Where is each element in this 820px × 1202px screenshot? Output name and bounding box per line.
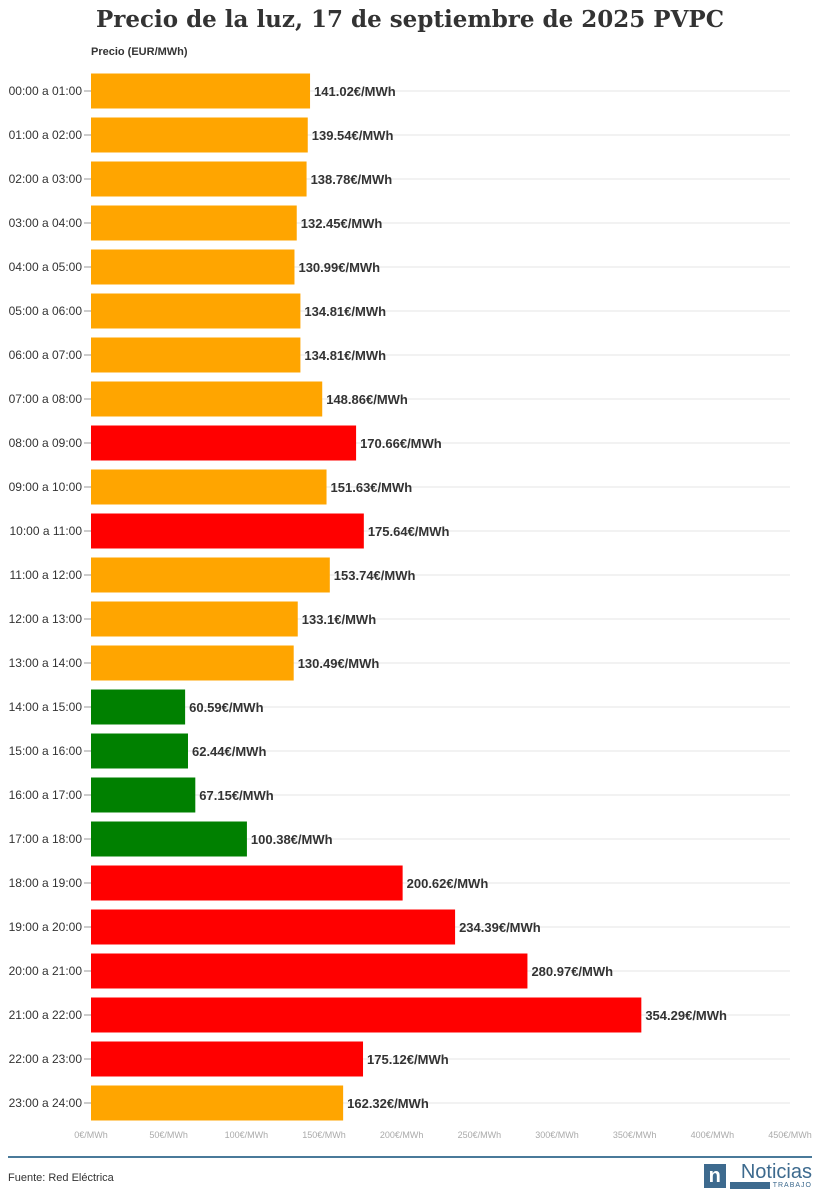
bar bbox=[91, 645, 294, 681]
y-tick-label: 11:00 a 12:00 bbox=[9, 568, 82, 582]
bar bbox=[91, 381, 323, 417]
data-label: 280.97€/MWh bbox=[531, 964, 613, 979]
bar bbox=[91, 601, 298, 637]
y-tick-label: 17:00 a 18:00 bbox=[9, 832, 83, 846]
x-tick-label: 100€/MWh bbox=[225, 1130, 269, 1140]
y-tick-label: 05:00 a 06:00 bbox=[9, 304, 83, 318]
bar bbox=[91, 425, 357, 461]
y-tick-label: 09:00 a 10:00 bbox=[9, 480, 83, 494]
bar bbox=[91, 73, 311, 109]
y-tick-label: 08:00 a 09:00 bbox=[9, 436, 83, 450]
y-tick-label: 00:00 a 01:00 bbox=[9, 84, 83, 98]
x-tick-label: 0€/MWh bbox=[74, 1130, 108, 1140]
data-label: 67.15€/MWh bbox=[199, 788, 273, 803]
bar bbox=[91, 821, 247, 857]
bar bbox=[91, 469, 327, 505]
y-tick-label: 20:00 a 21:00 bbox=[9, 964, 83, 978]
y-tick-label: 23:00 a 24:00 bbox=[9, 1096, 83, 1110]
bar bbox=[91, 997, 642, 1033]
x-tick-label: 50€/MWh bbox=[149, 1130, 188, 1140]
y-tick-label: 18:00 a 19:00 bbox=[9, 876, 83, 890]
data-label: 134.81€/MWh bbox=[304, 304, 386, 319]
x-tick-label: 400€/MWh bbox=[691, 1130, 735, 1140]
data-label: 133.1€/MWh bbox=[302, 612, 376, 627]
data-label: 130.49€/MWh bbox=[298, 656, 380, 671]
y-tick-label: 02:00 a 03:00 bbox=[9, 172, 83, 186]
bar bbox=[91, 909, 456, 945]
x-tick-label: 300€/MWh bbox=[535, 1130, 579, 1140]
data-label: 134.81€/MWh bbox=[304, 348, 386, 363]
logo-text: Noticias bbox=[740, 1161, 812, 1183]
y-tick-label: 16:00 a 17:00 bbox=[9, 788, 83, 802]
noticias-trabajo-logo: n Noticias TRABAJO bbox=[703, 1161, 812, 1189]
y-tick-label: 01:00 a 02:00 bbox=[9, 128, 83, 142]
x-tick-label: 450€/MWh bbox=[768, 1130, 812, 1140]
bar bbox=[91, 249, 295, 285]
bar bbox=[91, 161, 307, 197]
bar-chart: 00:00 a 01:00 141.02€/MWh 01:00 a 02:00 139… bbox=[9, 73, 812, 1140]
bar bbox=[91, 777, 196, 813]
data-label: 60.59€/MWh bbox=[189, 700, 263, 715]
bar bbox=[91, 733, 188, 769]
y-tick-label: 15:00 a 16:00 bbox=[9, 744, 83, 758]
data-label: 175.12€/MWh bbox=[367, 1052, 449, 1067]
data-label: 175.64€/MWh bbox=[368, 524, 450, 539]
y-axis-label: Precio (EUR/MWh) bbox=[91, 46, 188, 58]
data-label: 153.74€/MWh bbox=[334, 568, 416, 583]
y-tick-label: 19:00 a 20:00 bbox=[9, 920, 83, 934]
y-tick-label: 13:00 a 14:00 bbox=[9, 656, 83, 670]
logo-subtext: TRABAJO bbox=[729, 1182, 812, 1189]
y-tick-label: 03:00 a 04:00 bbox=[9, 216, 83, 230]
y-tick-label: 10:00 a 11:00 bbox=[9, 524, 82, 538]
bar bbox=[91, 117, 308, 153]
data-label: 62.44€/MWh bbox=[192, 744, 266, 759]
data-label: 100.38€/MWh bbox=[251, 832, 333, 847]
bar bbox=[91, 865, 403, 901]
data-label: 151.63€/MWh bbox=[331, 480, 413, 495]
y-tick-label: 06:00 a 07:00 bbox=[9, 348, 83, 362]
y-tick-label: 07:00 a 08:00 bbox=[9, 392, 83, 406]
x-tick-label: 350€/MWh bbox=[613, 1130, 657, 1140]
bar bbox=[91, 1085, 344, 1121]
bar bbox=[91, 513, 364, 549]
bar bbox=[91, 689, 186, 725]
bar bbox=[91, 337, 301, 373]
data-label: 170.66€/MWh bbox=[360, 436, 442, 451]
bar bbox=[91, 1041, 364, 1077]
bar bbox=[91, 293, 301, 329]
data-label: 130.99€/MWh bbox=[298, 260, 380, 275]
x-tick-label: 200€/MWh bbox=[380, 1130, 424, 1140]
footer-divider bbox=[8, 1156, 812, 1158]
y-tick-label: 22:00 a 23:00 bbox=[9, 1052, 83, 1066]
y-tick-label: 14:00 a 15:00 bbox=[9, 700, 83, 714]
bar bbox=[91, 557, 330, 593]
data-label: 141.02€/MWh bbox=[314, 84, 396, 99]
bar bbox=[91, 953, 528, 989]
data-label: 132.45€/MWh bbox=[301, 216, 383, 231]
x-tick-label: 250€/MWh bbox=[458, 1130, 502, 1140]
x-tick-label: 150€/MWh bbox=[302, 1130, 346, 1140]
data-label: 200.62€/MWh bbox=[407, 876, 489, 891]
logo-n-icon: n bbox=[703, 1163, 726, 1188]
data-label: 139.54€/MWh bbox=[312, 128, 394, 143]
bar bbox=[91, 205, 297, 241]
y-tick-label: 04:00 a 05:00 bbox=[9, 260, 83, 274]
data-label: 234.39€/MWh bbox=[459, 920, 541, 935]
chart-title: Precio de la luz, 17 de septiembre de 20… bbox=[95, 6, 725, 33]
data-label: 354.29€/MWh bbox=[645, 1008, 727, 1023]
y-tick-label: 12:00 a 13:00 bbox=[9, 612, 83, 626]
data-label: 148.86€/MWh bbox=[326, 392, 408, 407]
y-tick-label: 21:00 a 22:00 bbox=[9, 1008, 83, 1022]
data-label: 162.32€/MWh bbox=[347, 1096, 429, 1111]
source-note: Fuente: Red Eléctrica bbox=[8, 1172, 114, 1184]
data-label: 138.78€/MWh bbox=[311, 172, 393, 187]
